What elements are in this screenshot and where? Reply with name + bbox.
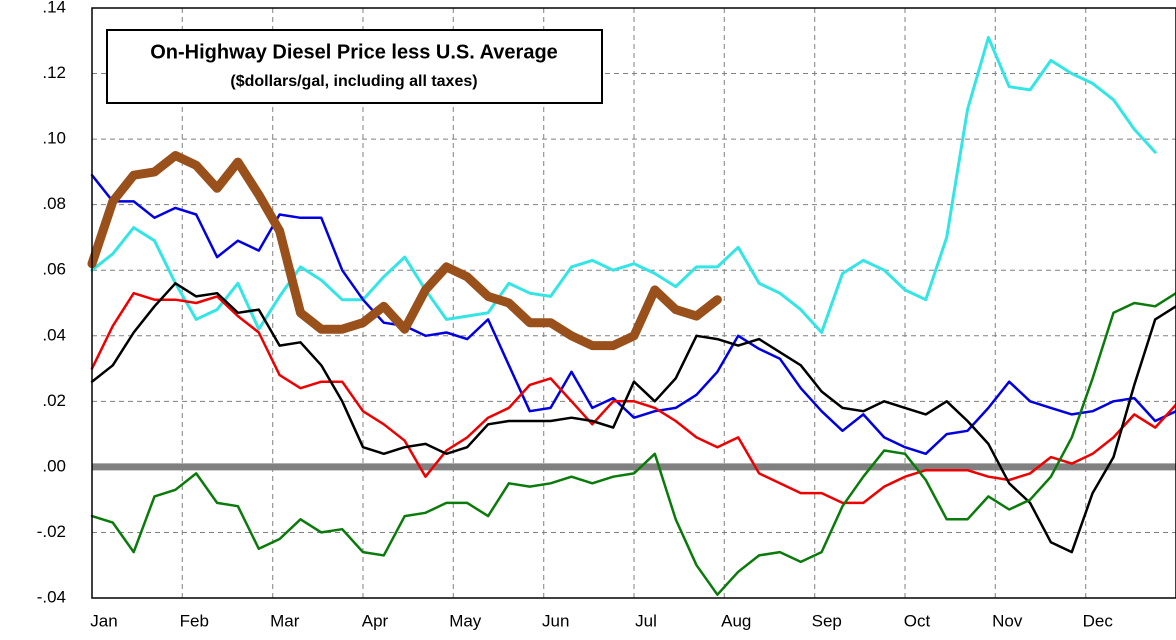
y-tick-label: .10 [42,129,66,148]
series-line [90,291,1176,505]
x-tick-label: May [449,611,482,630]
x-tick-label: Oct [904,611,931,630]
chart-subtitle: ($dollars/gal, including all taxes) [230,73,477,90]
series-line [90,291,1176,596]
x-tick-label: Mar [270,611,300,630]
x-tick-label: Nov [992,611,1023,630]
x-tick-label: Jan [90,611,117,630]
y-tick-label: .04 [42,325,66,344]
y-tick-label: .00 [42,456,66,475]
title-box [106,29,603,104]
y-tick-label: .12 [42,63,66,82]
x-tick-label: Sep [812,611,842,630]
y-tick-label: .02 [42,391,66,410]
x-tick-label: Aug [721,611,751,630]
x-tick-label: Jun [542,611,569,630]
y-tick-label: -.02 [37,522,66,541]
y-tick-label: .08 [42,194,66,213]
plot-frame [91,7,1176,599]
series-line [90,282,1176,554]
x-tick-label: Feb [180,611,209,630]
y-tick-label: .06 [42,260,66,279]
x-tick-label: Jul [635,611,657,630]
lines [87,36,1176,596]
x-tick-label: Dec [1083,611,1114,630]
x-tick-label: Apr [362,611,389,630]
y-tick-label: -.04 [37,587,66,606]
chart-title: On-Highway Diesel Price less U.S. Averag… [150,41,558,63]
y-tick-label: .14 [42,0,66,16]
series-line [90,36,1157,334]
series-line [87,151,722,351]
